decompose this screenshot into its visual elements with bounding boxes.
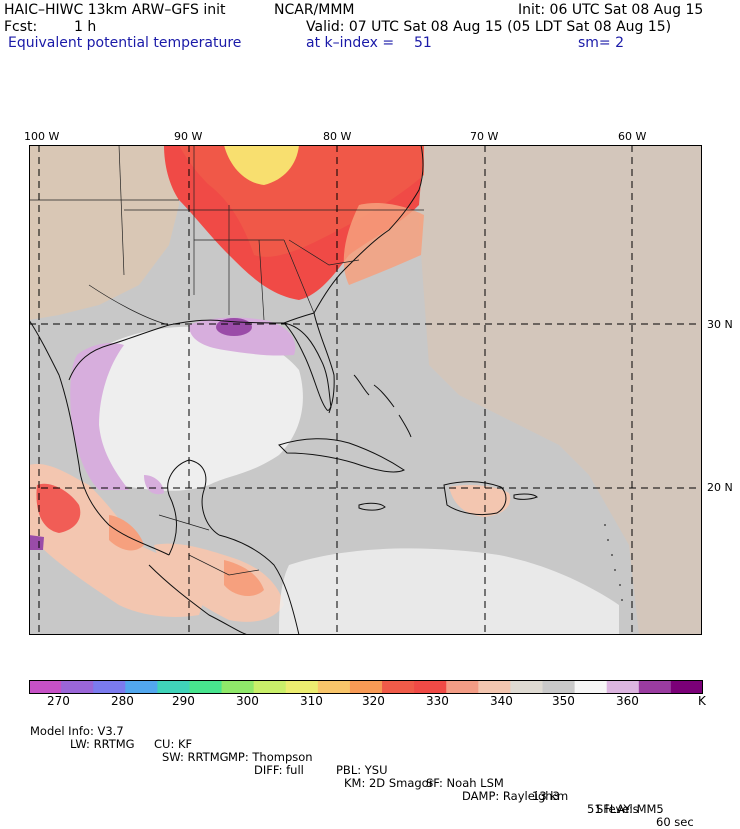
smoothing-label: sm= 2 — [578, 35, 625, 51]
damping: DAMP: Rayleigh3 — [462, 789, 560, 803]
colorbar-swatch — [157, 680, 190, 694]
colorbar-swatch — [61, 680, 94, 694]
hispaniola-warm — [449, 485, 511, 517]
valid-time: Valid: 07 UTC Sat 08 Aug 15 (05 LDT Sat … — [306, 19, 672, 35]
caribbean-light-field — [279, 548, 619, 635]
mexico-orange-blob — [109, 515, 144, 551]
scale-label-290: 290 — [172, 694, 195, 708]
lat-lon-grid — [29, 145, 702, 635]
mexico-hot-blob — [36, 483, 81, 533]
coastlines — [29, 145, 623, 635]
scale-label-350: 350 — [552, 694, 575, 708]
scale-label-270: 270 — [47, 694, 70, 708]
scale-label-330: 330 — [426, 694, 449, 708]
level-label: at k–index = — [306, 35, 395, 51]
colorbar-swatch — [125, 680, 158, 694]
color-scale-bar — [29, 680, 703, 694]
scale-label-320: 320 — [362, 694, 385, 708]
colorbar-swatch — [638, 680, 672, 694]
map-frame — [29, 145, 702, 635]
yellow-peak — [224, 145, 299, 185]
colorbar-swatch — [253, 680, 287, 694]
colorbar-swatch — [606, 680, 640, 694]
colorbar-swatch — [670, 680, 703, 694]
scale-label-280: 280 — [111, 694, 134, 708]
scale-label-340: 340 — [490, 694, 513, 708]
forecast-label: Fcst: — [4, 19, 38, 35]
scale-label-310: 310 — [300, 694, 323, 708]
colorbar-swatch — [574, 680, 608, 694]
lon-label-100w: 100 W — [24, 130, 60, 143]
violet-band-west — [70, 343, 129, 490]
institution-label: NCAR/MMM — [274, 2, 355, 18]
ocean-tan-region — [417, 145, 702, 635]
violet-band-north — [189, 317, 296, 356]
colorbar-swatch — [542, 680, 576, 694]
lon-label-70w: 70 W — [470, 130, 499, 143]
surface-scheme: SF: Noah LSM — [426, 776, 504, 790]
colorbar-swatch — [510, 680, 544, 694]
scale-unit: K — [698, 694, 706, 708]
pbl-scheme: PBL: YSU — [336, 763, 388, 777]
colorbar-swatch — [317, 680, 351, 694]
west-land-tan — [29, 145, 179, 320]
lon-label-90w: 90 W — [174, 130, 203, 143]
model-info-line2: LW: RRTMG SW: RRTMG DIFF: full KM: 2D Sm… — [30, 725, 664, 816]
colorbar-swatch — [446, 680, 479, 694]
microphysics-scheme: MP: Thompson — [228, 750, 313, 764]
colorbar-swatch — [478, 680, 511, 694]
scale-label-300: 300 — [236, 694, 259, 708]
level-value: 51 — [414, 35, 432, 51]
colorbar-swatch — [414, 680, 447, 694]
central-america-orange — [224, 560, 264, 597]
sw-purple-corner — [29, 535, 44, 550]
lat-label-20n: 20 N — [707, 481, 733, 494]
model-version: Model Info: V3.7 — [30, 724, 124, 738]
lat-label-30n: 30 N — [707, 318, 733, 331]
lon-label-60w: 60 W — [618, 130, 647, 143]
colorbar-swatch — [285, 680, 319, 694]
political-borders — [29, 145, 424, 576]
field-name: Equivalent potential temperature — [8, 35, 242, 51]
diffusion: DIFF: full — [254, 763, 304, 777]
colorbar-swatch — [189, 680, 223, 694]
gulf-field — [73, 326, 303, 491]
km-option: KM: 2D Smagor — [344, 776, 434, 790]
surface-layer: SFLAY: MM5 — [596, 802, 664, 816]
forecast-hour: 1 h — [74, 19, 97, 35]
orange-fringe — [343, 203, 424, 285]
init-time: Init: 06 UTC Sat 08 Aug 15 — [518, 2, 704, 18]
theta-e-map — [29, 145, 702, 635]
colorbar-swatch — [93, 680, 126, 694]
model-title: HAIC–HIWC 13km ARW–GFS init — [4, 2, 226, 18]
central-america-warm — [154, 543, 284, 622]
colorbar-swatch — [349, 680, 383, 694]
colorbar-swatch — [382, 680, 415, 694]
colorbar-swatch — [221, 680, 255, 694]
time-step: 60 sec — [656, 815, 694, 829]
colorbar-frame — [29, 680, 703, 694]
scale-label-360: 360 — [616, 694, 639, 708]
yucatan-violet — [144, 475, 164, 495]
shortwave-scheme: SW: RRTMG — [162, 750, 229, 764]
lon-label-80w: 80 W — [323, 130, 352, 143]
colorbar-swatch — [29, 680, 62, 694]
